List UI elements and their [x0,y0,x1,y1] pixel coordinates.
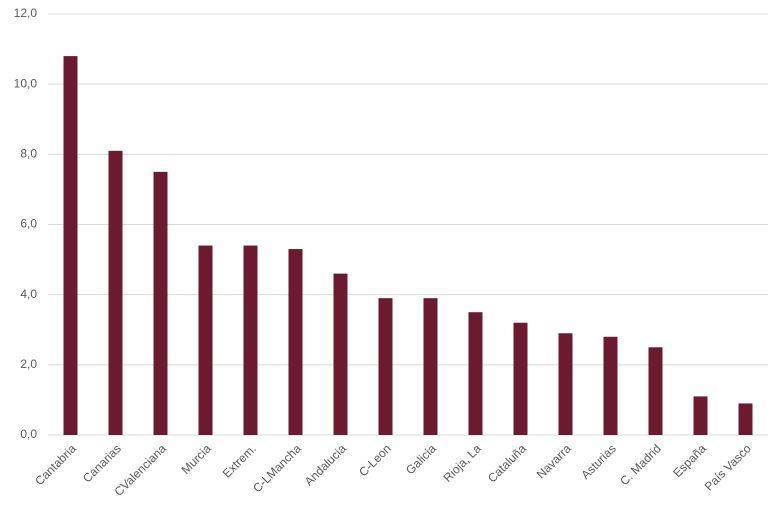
x-tick-label: C-Leon [356,441,394,479]
y-tick-label: 2,0 [20,357,37,371]
x-tick-label: Cantabria [32,441,79,488]
bar [513,322,528,435]
x-tick-label: Rioja, La [440,441,484,485]
x-tick-label: Canarias [80,441,124,485]
x-tick-label: Cataluña [485,441,529,485]
x-tick-label: País Vasco [702,441,754,493]
bar [468,312,483,435]
x-tick-label: Extrem. [220,441,259,480]
x-tick-label: Asturias [578,441,619,482]
y-tick-label: 6,0 [20,217,37,231]
bar [423,298,438,435]
bar [153,171,168,435]
y-tick-label: 12,0 [14,6,38,20]
x-tick-label: C-LMancha [250,441,304,495]
bar [333,273,348,435]
bar [108,150,123,435]
y-tick-label: 10,0 [14,76,38,90]
x-tick-label: España [670,441,709,480]
bar [648,347,663,435]
bar [693,396,708,435]
bar [198,245,213,435]
bar [243,245,258,435]
x-tick-label: Galicia [403,441,439,477]
x-tick-label: Murcia [178,441,214,477]
bar [558,333,573,435]
x-tick-label: Andalucia [302,441,349,488]
y-tick-label: 8,0 [20,147,37,161]
bar [603,336,618,435]
y-tick-label: 4,0 [20,287,37,301]
bar [378,298,393,435]
x-tick-label: Navarra [534,441,574,481]
y-tick-label: 0,0 [20,427,37,441]
bar [738,403,753,435]
bar [63,56,78,435]
x-tick-label: C. Madrid [617,441,664,488]
bar [288,249,303,435]
